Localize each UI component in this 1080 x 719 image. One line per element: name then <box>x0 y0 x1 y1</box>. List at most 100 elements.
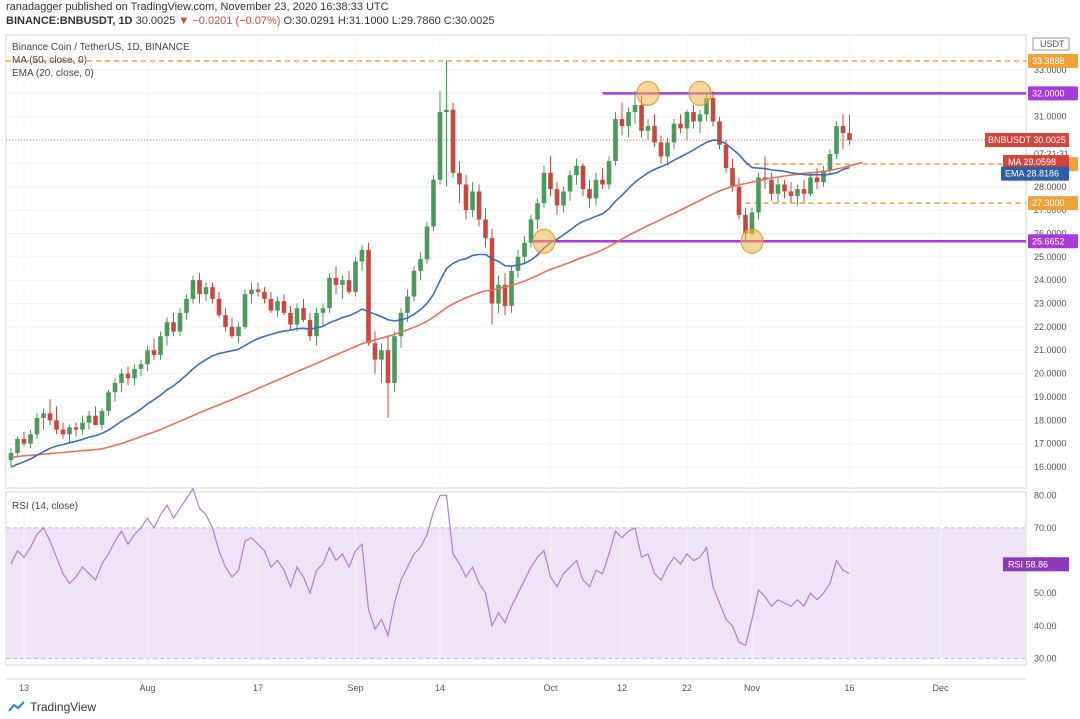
candle-body <box>223 315 228 327</box>
candle-body <box>554 189 560 206</box>
price-tick-label: 19.0000 <box>1034 392 1067 402</box>
rsi-tick-label: 50.00 <box>1034 588 1057 598</box>
candle-body <box>307 319 313 337</box>
candle <box>541 165 547 208</box>
candle-body <box>470 191 475 211</box>
candle <box>223 308 228 332</box>
candle-body <box>392 336 397 383</box>
level-resistance-tag <box>1028 86 1078 101</box>
candle-body <box>379 350 384 360</box>
candle <box>619 102 625 136</box>
candle-body <box>281 301 287 313</box>
candle-body <box>639 105 644 131</box>
candle <box>93 406 98 425</box>
candle <box>119 368 124 393</box>
currency-label: USDT <box>1040 39 1065 49</box>
time-tick-label: Aug <box>139 683 155 693</box>
candle-body <box>795 189 800 197</box>
candle-body <box>730 168 735 187</box>
candle-body <box>54 420 59 430</box>
symbol-label: BINANCE:BNBUSDT, 1D <box>6 15 133 27</box>
candle-body <box>359 249 365 262</box>
candle <box>15 436 20 458</box>
time-tick-label: 22 <box>682 683 692 693</box>
candle <box>561 186 566 213</box>
chart-header: ranadagger published on TradingView.com,… <box>6 0 495 28</box>
tradingview-logo[interactable]: TradingView <box>8 700 96 714</box>
candle-body <box>515 256 521 271</box>
candle <box>671 119 677 150</box>
legend-ema: EMA (20, close, 0) <box>12 68 94 79</box>
candle <box>392 331 397 393</box>
candle <box>476 184 482 227</box>
candle-body <box>229 326 235 337</box>
open-value: O:30.0291 <box>283 15 335 27</box>
level-range-bottom-tag <box>1028 196 1078 211</box>
candle-body <box>541 172 547 204</box>
candle <box>275 296 280 318</box>
candle-body <box>567 175 573 192</box>
candle-body <box>125 373 131 379</box>
close-value: C:30.0025 <box>443 15 495 27</box>
price-tick-label: 31.0000 <box>1034 112 1067 122</box>
candle-body <box>320 308 326 313</box>
candle <box>86 410 92 430</box>
candle-body <box>587 189 592 199</box>
price-tick-label: 24.0000 <box>1034 275 1067 285</box>
candle-body <box>346 280 352 292</box>
price-tick-label: 17.0000 <box>1034 439 1067 449</box>
candle-body <box>580 165 586 190</box>
candle <box>379 343 384 383</box>
legend-title: Binance Coin / TetherUS, 1D, BINANCE <box>12 42 190 53</box>
candle <box>34 413 40 439</box>
candle-body <box>600 179 605 185</box>
candle-body <box>821 170 826 183</box>
candle <box>333 266 339 295</box>
candle-body <box>697 114 703 122</box>
candle-body <box>138 364 144 369</box>
candle <box>340 275 345 299</box>
time-tick-label: Sep <box>347 683 363 693</box>
candle-body <box>405 296 410 313</box>
candle <box>171 312 176 337</box>
candle-body <box>184 298 189 313</box>
candle <box>54 406 59 435</box>
candle <box>424 221 430 264</box>
candle-body <box>366 249 371 344</box>
candle-body <box>28 434 33 444</box>
legend-rsi: RSI (14, close) <box>12 501 78 512</box>
price-tick-label: 26.0000 <box>1034 228 1067 238</box>
candle-body <box>528 219 534 243</box>
candle <box>366 242 371 346</box>
candle-body <box>80 422 85 430</box>
candle-body <box>327 277 332 309</box>
candle <box>112 378 118 402</box>
candle <box>808 172 813 197</box>
candle <box>554 182 560 215</box>
candle-body <box>561 191 566 206</box>
candle-body <box>678 123 683 129</box>
candle-body <box>782 184 787 192</box>
circled-point <box>532 228 556 254</box>
candle-body <box>593 179 599 199</box>
candle <box>587 179 592 208</box>
price-chart[interactable]: 16.0000 17.0000 18.0000 19.0000 20.0000 21.00… <box>0 30 1080 698</box>
candle <box>548 156 553 197</box>
candle-body <box>385 350 391 383</box>
level-support-tag <box>1028 234 1078 249</box>
candle-body <box>275 301 280 311</box>
candle-body <box>132 368 137 379</box>
candle-body <box>353 261 358 292</box>
candle-body <box>47 413 53 421</box>
candle <box>47 399 53 425</box>
candle-body <box>808 177 813 194</box>
candle-body <box>444 109 449 113</box>
candle <box>632 91 638 124</box>
candle-body <box>418 259 423 271</box>
candle <box>255 282 261 297</box>
candle <box>327 273 332 313</box>
candle <box>294 303 300 332</box>
candle <box>600 168 605 190</box>
candle-body <box>93 415 98 425</box>
candle-body <box>645 126 651 131</box>
